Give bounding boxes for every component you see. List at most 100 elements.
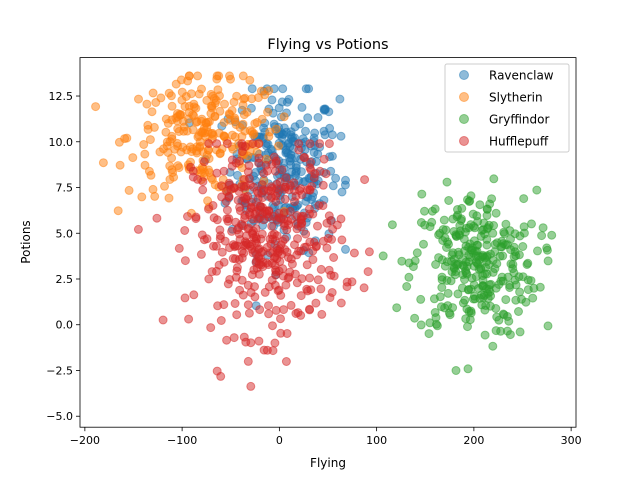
data-point: [305, 304, 314, 314]
data-point: [537, 231, 547, 241]
x-axis-label: Flying: [310, 456, 346, 470]
data-point: [276, 314, 285, 324]
data-point: [341, 244, 350, 254]
data-point: [184, 314, 194, 324]
data-point: [328, 224, 338, 234]
data-point: [308, 246, 318, 256]
data-point: [140, 149, 150, 159]
data-point: [223, 279, 233, 289]
data-point: [267, 275, 277, 285]
data-point: [232, 91, 242, 101]
data-point: [454, 229, 464, 239]
data-point: [436, 302, 446, 312]
data-point: [509, 252, 519, 262]
legend-entry-ravenclaw: Ravenclaw: [459, 69, 554, 83]
data-point: [167, 101, 177, 111]
data-point: [443, 288, 453, 298]
data-point: [217, 181, 226, 191]
data-point: [425, 222, 435, 232]
data-point: [286, 300, 296, 310]
y-tick-label: 0.0: [56, 319, 74, 332]
data-point: [194, 131, 204, 141]
data-point: [296, 222, 306, 232]
data-point: [247, 84, 257, 94]
data-point: [169, 172, 179, 182]
data-point: [267, 95, 277, 105]
data-point: [174, 243, 184, 253]
data-point: [392, 303, 402, 313]
data-point: [160, 181, 169, 191]
data-point: [437, 283, 447, 292]
data-point: [188, 125, 198, 135]
data-point: [212, 139, 222, 149]
data-point: [543, 256, 553, 266]
data-point: [465, 315, 475, 325]
data-point: [305, 163, 315, 173]
data-point: [274, 141, 283, 151]
data-point: [281, 357, 291, 366]
data-point: [280, 194, 290, 204]
data-point: [198, 185, 208, 195]
data-point: [192, 146, 201, 156]
data-point: [274, 103, 284, 113]
data-point: [260, 287, 270, 297]
data-point: [177, 95, 187, 105]
data-point: [284, 138, 293, 148]
data-point: [430, 204, 440, 214]
data-point: [308, 255, 318, 265]
data-point: [416, 320, 426, 330]
data-point: [174, 163, 184, 173]
data-point: [264, 301, 273, 311]
data-point: [257, 114, 267, 124]
data-point: [294, 145, 304, 155]
data-point: [262, 242, 272, 252]
y-tick-label: 5.0: [56, 227, 74, 240]
plot-frame: [79, 57, 577, 428]
data-point: [273, 248, 283, 258]
data-point: [151, 98, 161, 107]
x-tick-label: −100: [167, 434, 197, 447]
data-point: [301, 229, 311, 239]
data-point: [460, 275, 469, 284]
data-point: [290, 269, 300, 279]
data-point: [487, 194, 497, 204]
data-point: [219, 118, 229, 127]
data-point: [158, 315, 168, 325]
data-point: [115, 160, 125, 170]
y-tick-label: −5.0: [46, 410, 73, 423]
data-point: [152, 213, 162, 223]
data-point: [134, 94, 143, 104]
data-point: [188, 172, 198, 182]
data-point: [482, 204, 492, 214]
data-point: [444, 308, 454, 318]
data-point: [321, 169, 331, 179]
data-point: [502, 326, 512, 336]
data-point: [444, 196, 454, 205]
data-point: [408, 262, 418, 272]
data-point: [457, 203, 467, 213]
data-point: [274, 208, 284, 218]
y-axis: −5.0 −2.5 0.0 2.5 5.0 7.5 10.0 12.5: [46, 90, 80, 423]
data-point: [324, 265, 334, 275]
data-point: [442, 243, 451, 252]
data-point: [281, 127, 291, 137]
data-point: [313, 275, 323, 285]
data-point: [262, 209, 272, 219]
data-point: [327, 130, 337, 140]
x-tick-label: −200: [70, 434, 100, 447]
data-point: [281, 280, 291, 290]
data-point: [508, 264, 518, 274]
data-point: [441, 225, 451, 235]
data-point: [292, 250, 302, 260]
data-point: [378, 251, 388, 261]
data-point: [478, 250, 488, 260]
data-point: [206, 323, 216, 333]
data-point: [387, 220, 397, 230]
data-point: [247, 228, 257, 238]
data-point: [222, 335, 232, 345]
data-point: [453, 289, 463, 299]
data-point: [225, 71, 234, 81]
data-point: [279, 112, 289, 122]
data-point: [197, 84, 206, 94]
data-point: [364, 247, 374, 257]
